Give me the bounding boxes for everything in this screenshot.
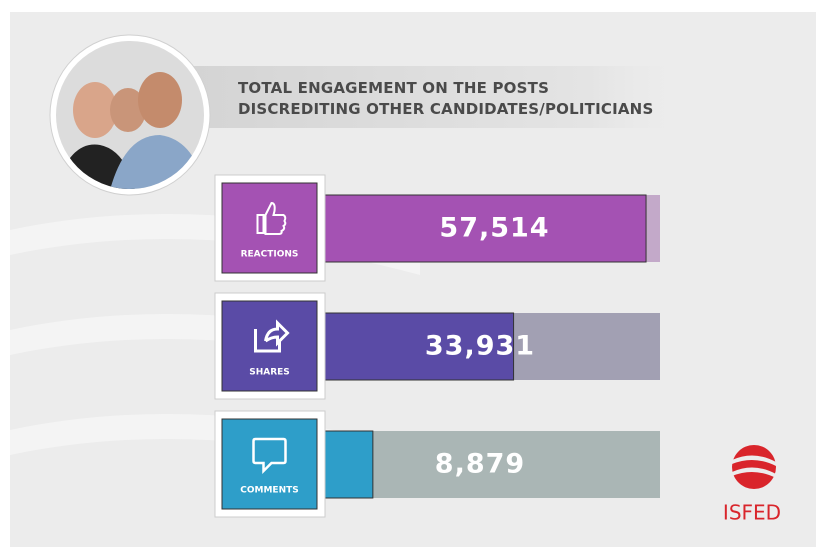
logo-mark [732, 445, 776, 489]
icon-tile [222, 183, 317, 273]
category-label: COMMENTS [240, 486, 298, 496]
category-label: REACTIONS [241, 250, 299, 260]
category-label: SHARES [249, 368, 290, 378]
page: {"chart_data": {"type": "bar", "orientat… [0, 0, 822, 557]
value-label: 33,931 [425, 331, 535, 362]
logo-text: ISFED [723, 501, 781, 525]
chart-title: TOTAL ENGAGEMENT ON THE POSTS DISCREDITI… [238, 78, 658, 120]
value-label: 57,514 [439, 213, 549, 244]
value-label: 8,879 [435, 449, 525, 480]
bar [323, 431, 373, 498]
icon-tile [222, 301, 317, 391]
